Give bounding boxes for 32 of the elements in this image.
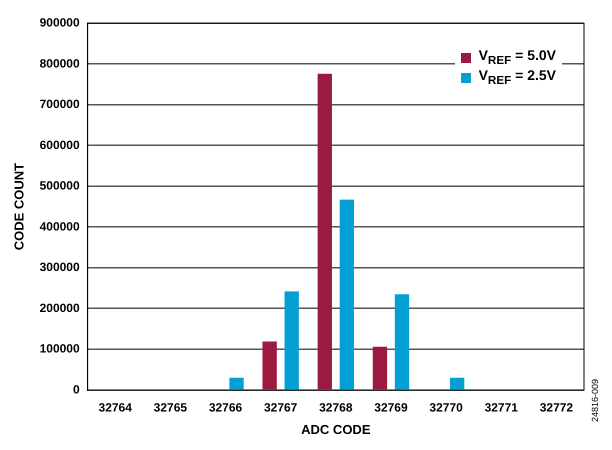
y-tick-label: 100000	[40, 342, 80, 356]
y-tick-label: 700000	[40, 97, 80, 112]
legend-label: V$_{REF}$ = 5.0V	[478, 47, 556, 68]
y-tick-label: 600000	[40, 138, 80, 152]
x-tick-label: 32768	[319, 400, 353, 415]
y-axis-title: CODE COUNT	[11, 162, 26, 250]
bar	[450, 378, 464, 390]
x-tick-label: 32772	[540, 400, 574, 415]
y-tick-label: 900000	[40, 16, 80, 30]
x-tick-label: 32767	[264, 400, 298, 415]
bar	[262, 342, 277, 390]
x-tick-label: 32771	[484, 400, 518, 415]
x-tick-label: 32765	[154, 400, 188, 415]
bar	[340, 200, 354, 390]
y-tick-label: 0	[72, 382, 80, 396]
x-tick-label: 32764	[98, 400, 132, 415]
bar	[394, 294, 410, 390]
text: 24816-009	[590, 378, 600, 422]
y-tick-label: 400000	[40, 219, 80, 234]
x-tick-label: 32766	[208, 400, 243, 415]
bar	[372, 346, 388, 390]
y-tick-label: 300000	[40, 260, 80, 274]
bar	[318, 74, 332, 390]
bar	[284, 291, 299, 390]
x-axis-title: ADC CODE	[301, 422, 371, 437]
bar	[229, 378, 244, 390]
legend-label: V$_{REF}$ = 2.5V	[478, 66, 556, 88]
y-tick-label: 500000	[40, 178, 80, 193]
x-tick-label: 32770	[429, 400, 464, 415]
y-tick-label: 800000	[40, 56, 80, 70]
y-tick-label: 200000	[40, 300, 80, 315]
x-tick-label: 32769	[374, 400, 408, 415]
